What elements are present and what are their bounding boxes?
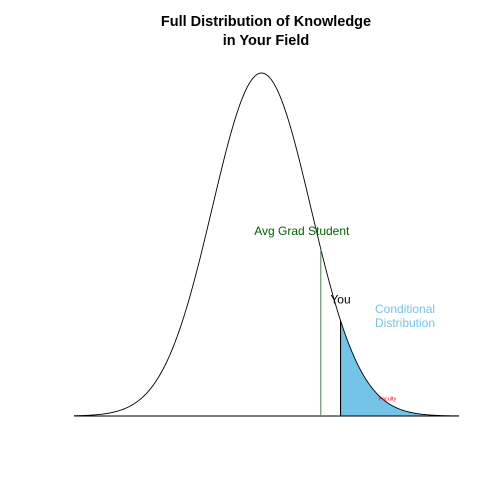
conditional-distribution-label: Conditional Distribution [375, 302, 435, 330]
you-label: You [330, 293, 350, 307]
conditional-distribution-area [340, 320, 459, 416]
conditional-distribution-label-line: Distribution [375, 316, 435, 330]
avg-grad-student-label: Avg Grad Student [254, 224, 350, 238]
faculty-label: Faculty [379, 397, 397, 403]
chart-title-line-1: Full Distribution of Knowledge [161, 14, 371, 30]
density-curve [73, 72, 459, 417]
conditional-distribution-label-line: Conditional [375, 302, 435, 316]
chart-title-line-2: in Your Field [223, 33, 309, 49]
